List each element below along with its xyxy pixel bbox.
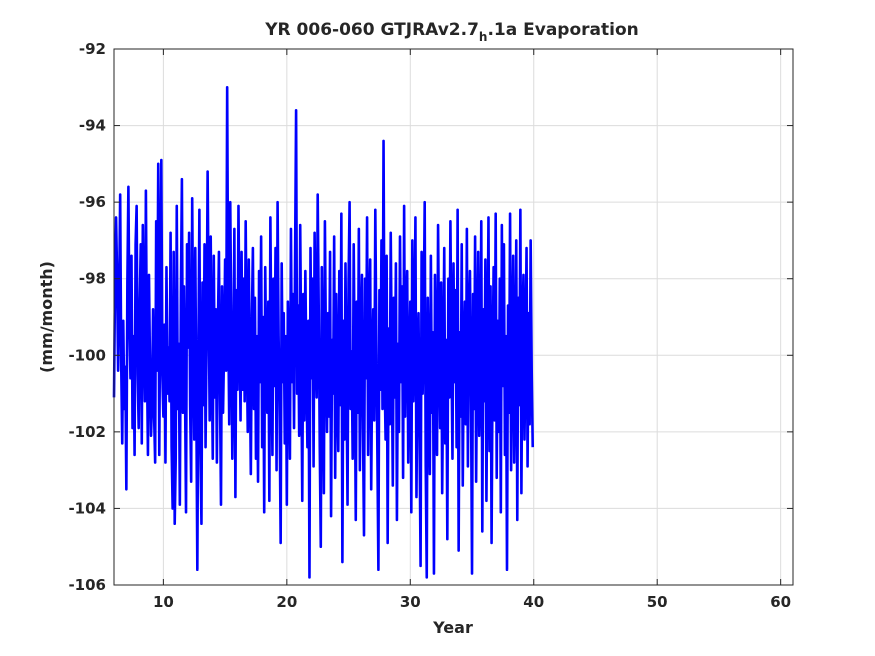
plot-frame xyxy=(113,48,794,586)
chart-title: YR 006-060 GTJRAv2.7h.1a Evaporation xyxy=(264,20,639,44)
y-tick-label: -106 xyxy=(68,576,106,594)
chart-title-subscript: h xyxy=(479,30,488,44)
x-tick-label: 60 xyxy=(770,593,791,611)
evaporation-series-line xyxy=(112,85,535,579)
x-tick-label: 40 xyxy=(523,593,544,611)
x-tick-label: 10 xyxy=(153,593,174,611)
y-tick-label: -98 xyxy=(79,270,106,288)
chart-title-suffix: .1a Evaporation xyxy=(487,20,638,40)
tick-layer: 10 20 30 40 50 60 -92 -94 -96 -98 -100 -102 -104 -106 xyxy=(68,40,793,611)
x-tick-label: 20 xyxy=(276,593,297,611)
y-tick-label: -96 xyxy=(79,193,106,211)
y-tick-label: -94 xyxy=(79,117,106,135)
chart-title-prefix: YR 006-060 GTJRAv2.7 xyxy=(264,20,479,40)
y-axis-label: (mm/month) xyxy=(37,261,56,373)
x-tick-label: 50 xyxy=(647,593,668,611)
y-tick-label: -92 xyxy=(79,40,106,58)
series-layer xyxy=(112,85,535,579)
x-axis-label: Year xyxy=(432,618,473,637)
y-tick-label: -104 xyxy=(68,499,106,517)
x-tick-label: 30 xyxy=(400,593,421,611)
y-tick-label: -102 xyxy=(68,423,106,441)
y-tick-label: -100 xyxy=(68,346,106,364)
